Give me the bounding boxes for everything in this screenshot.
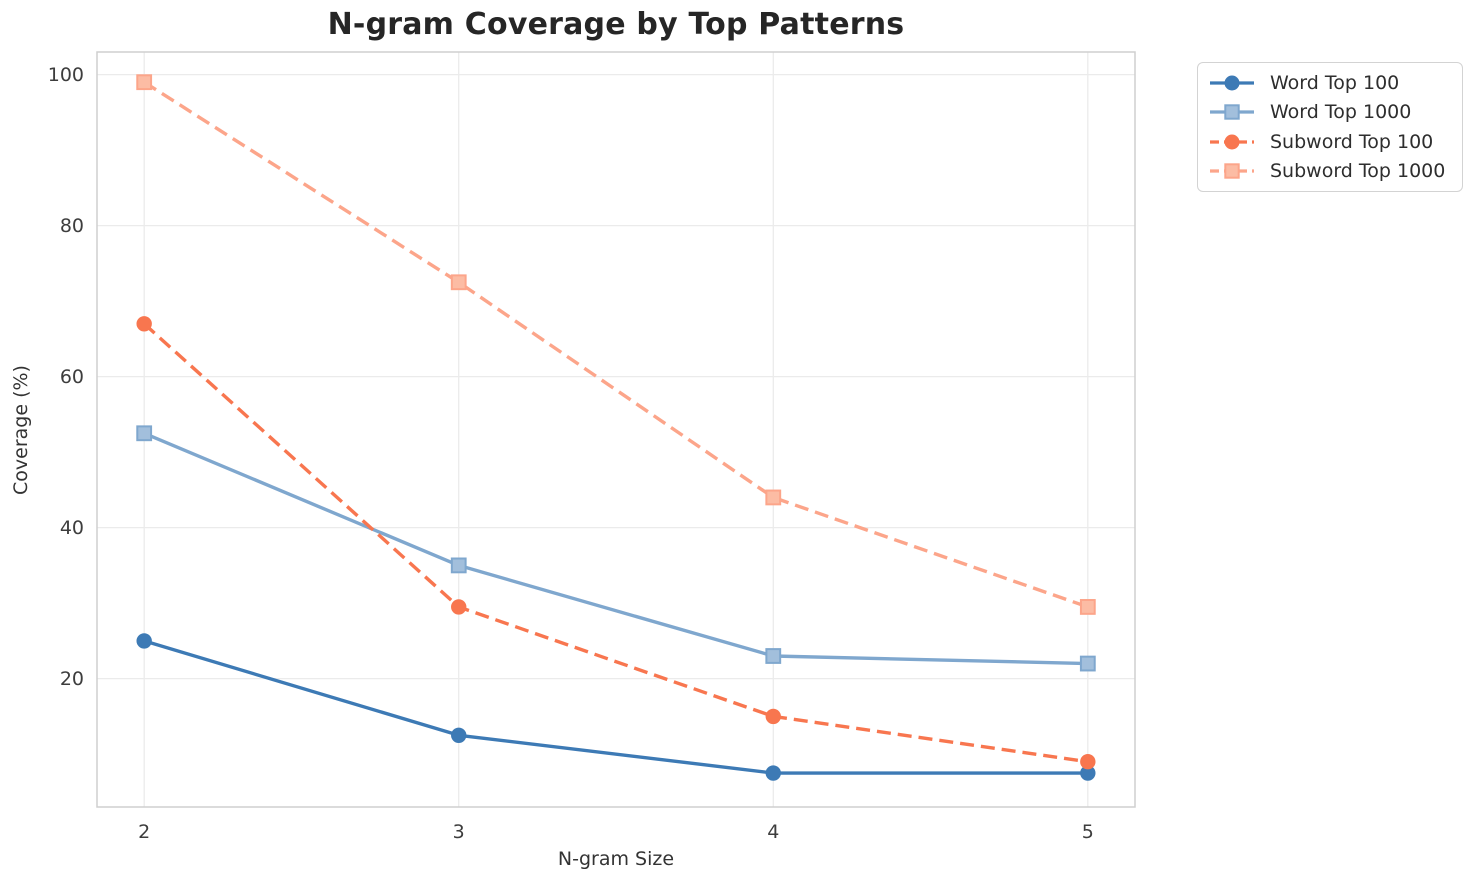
gridlines [97, 52, 1135, 807]
series-subword-top-100 [136, 316, 1096, 770]
legend-label: Word Top 100 [1270, 71, 1400, 94]
legend-item-word-top-100: Word Top 100 [1208, 68, 1452, 97]
svg-text:40: 40 [60, 517, 84, 539]
legend-item-subword-top-100: Subword Top 100 [1208, 127, 1452, 156]
legend-label: Subword Top 100 [1270, 130, 1434, 153]
svg-text:3: 3 [453, 821, 465, 843]
legend-dashed-line-circle-icon [1210, 134, 1254, 150]
chart-title: N-gram Coverage by Top Patterns [327, 7, 905, 42]
plot-border [96, 51, 1136, 808]
legend-line-square-icon [1210, 104, 1254, 120]
legend-item-word-top-1000: Word Top 1000 [1208, 98, 1452, 127]
legend-item-subword-top-1000: Subword Top 1000 [1208, 157, 1452, 186]
svg-text:80: 80 [60, 215, 84, 237]
svg-text:5: 5 [1082, 821, 1094, 843]
series-subword-top-1000 [136, 74, 1096, 615]
legend-dashed-line-square-icon [1210, 163, 1254, 179]
svg-text:100: 100 [48, 64, 84, 86]
svg-text:20: 20 [60, 668, 84, 690]
svg-text:60: 60 [60, 366, 84, 388]
y-axis-label: Coverage (%) [10, 365, 32, 495]
legend-label: Subword Top 1000 [1270, 160, 1446, 183]
series-word-top-100 [136, 633, 1096, 781]
svg-text:2: 2 [138, 821, 150, 843]
x-tick-labels: 2 3 4 5 [138, 821, 1094, 843]
legend-line-circle-icon [1210, 75, 1254, 91]
y-tick-labels: 20 40 60 80 100 [48, 64, 84, 690]
x-axis-label: N-gram Size [557, 848, 675, 870]
legend: Word Top 100 Word Top 1000 Subword Top 1… [1197, 62, 1463, 192]
series-word-top-1000 [136, 425, 1096, 672]
legend-label: Word Top 1000 [1270, 101, 1412, 124]
svg-text:4: 4 [767, 821, 779, 843]
